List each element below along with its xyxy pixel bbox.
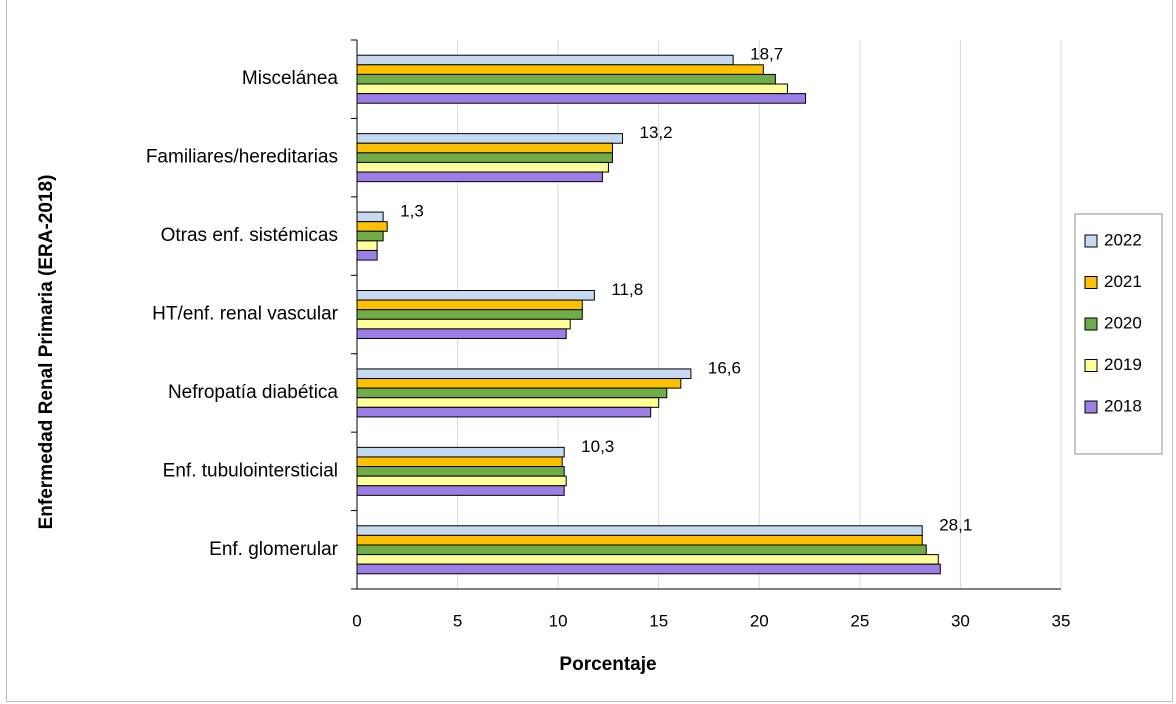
category-label: Enf. tubulointersticial bbox=[163, 460, 338, 481]
legend-swatch bbox=[1084, 359, 1098, 372]
bar bbox=[356, 64, 764, 75]
bar bbox=[356, 397, 660, 408]
x-tick-label: 35 bbox=[1052, 611, 1071, 630]
bar bbox=[356, 240, 378, 251]
bar bbox=[356, 161, 609, 173]
data-label: 28,1 bbox=[939, 515, 972, 534]
bar bbox=[356, 93, 807, 104]
x-axis-title: Porcentaje bbox=[559, 654, 656, 675]
data-label: 11,8 bbox=[611, 280, 643, 299]
bar bbox=[356, 387, 668, 399]
x-tick-label: 25 bbox=[850, 611, 869, 630]
data-label: 13,2 bbox=[640, 123, 673, 142]
bar bbox=[356, 318, 571, 330]
legend-swatch bbox=[1084, 276, 1098, 289]
bar bbox=[356, 290, 595, 301]
legend-label: 2020 bbox=[1104, 313, 1142, 332]
x-tick-label: 5 bbox=[453, 611, 462, 630]
legend-label: 2018 bbox=[1104, 396, 1142, 415]
bar bbox=[356, 466, 565, 477]
bar bbox=[356, 299, 583, 311]
bar bbox=[356, 456, 563, 468]
x-tick-label: 10 bbox=[549, 611, 568, 630]
legend-swatch bbox=[1084, 317, 1098, 331]
bar bbox=[356, 309, 583, 320]
bar bbox=[356, 152, 613, 163]
category-label: HT/enf. renal vascular bbox=[152, 304, 339, 325]
legend-box bbox=[1074, 213, 1163, 455]
x-tick-label: 0 bbox=[352, 611, 361, 630]
data-label: 18,7 bbox=[750, 45, 783, 64]
bar bbox=[356, 378, 682, 389]
data-label: 10,3 bbox=[581, 437, 614, 456]
bar bbox=[356, 249, 378, 261]
bar bbox=[356, 73, 776, 85]
bar bbox=[356, 446, 565, 458]
data-label: 1,3 bbox=[400, 202, 424, 221]
chart-frame bbox=[6, 0, 1173, 702]
data-label: 16,6 bbox=[708, 358, 741, 377]
bar bbox=[356, 368, 692, 380]
axes bbox=[351, 39, 1061, 590]
legend-label: 2022 bbox=[1104, 230, 1142, 249]
category-label: Enf. glomerular bbox=[209, 539, 339, 560]
legend-label: 2021 bbox=[1104, 272, 1142, 291]
category-label: Miscelánea bbox=[242, 68, 339, 89]
bar bbox=[356, 328, 567, 339]
bar bbox=[356, 406, 652, 418]
bars bbox=[356, 54, 941, 575]
bar bbox=[356, 475, 567, 487]
bar bbox=[356, 133, 624, 144]
legend-swatch bbox=[1084, 234, 1098, 248]
bar bbox=[356, 171, 603, 183]
bar bbox=[356, 485, 565, 496]
bar bbox=[356, 83, 788, 95]
category-label: Otras enf. sistémicas bbox=[161, 225, 338, 246]
legend-swatch bbox=[1084, 400, 1098, 414]
bar bbox=[356, 211, 384, 223]
y-axis-title: Enfermedad Renal Primaria (ERA-2018) bbox=[36, 175, 57, 530]
labels: 0 5 10 15 20 25 30 35 18,7 Miscelánea 13,2 Familiar… bbox=[146, 45, 1071, 631]
x-tick-label: 15 bbox=[649, 611, 668, 630]
bar bbox=[356, 534, 923, 546]
x-tick-label: 30 bbox=[951, 611, 970, 630]
bar bbox=[356, 563, 941, 575]
category-label: Nefropatía diabética bbox=[168, 382, 338, 403]
legend: 2022 2021 2020 2019 2018 bbox=[1074, 213, 1163, 455]
bar bbox=[356, 554, 939, 565]
bar bbox=[356, 544, 927, 556]
legend-label: 2019 bbox=[1104, 355, 1142, 374]
x-tick-label: 20 bbox=[750, 611, 769, 630]
bar bbox=[356, 230, 384, 242]
bar bbox=[356, 221, 388, 232]
bar bbox=[356, 54, 734, 66]
category-label: Familiares/hereditarias bbox=[146, 147, 338, 168]
bar bbox=[356, 142, 613, 154]
bar bbox=[356, 525, 923, 536]
